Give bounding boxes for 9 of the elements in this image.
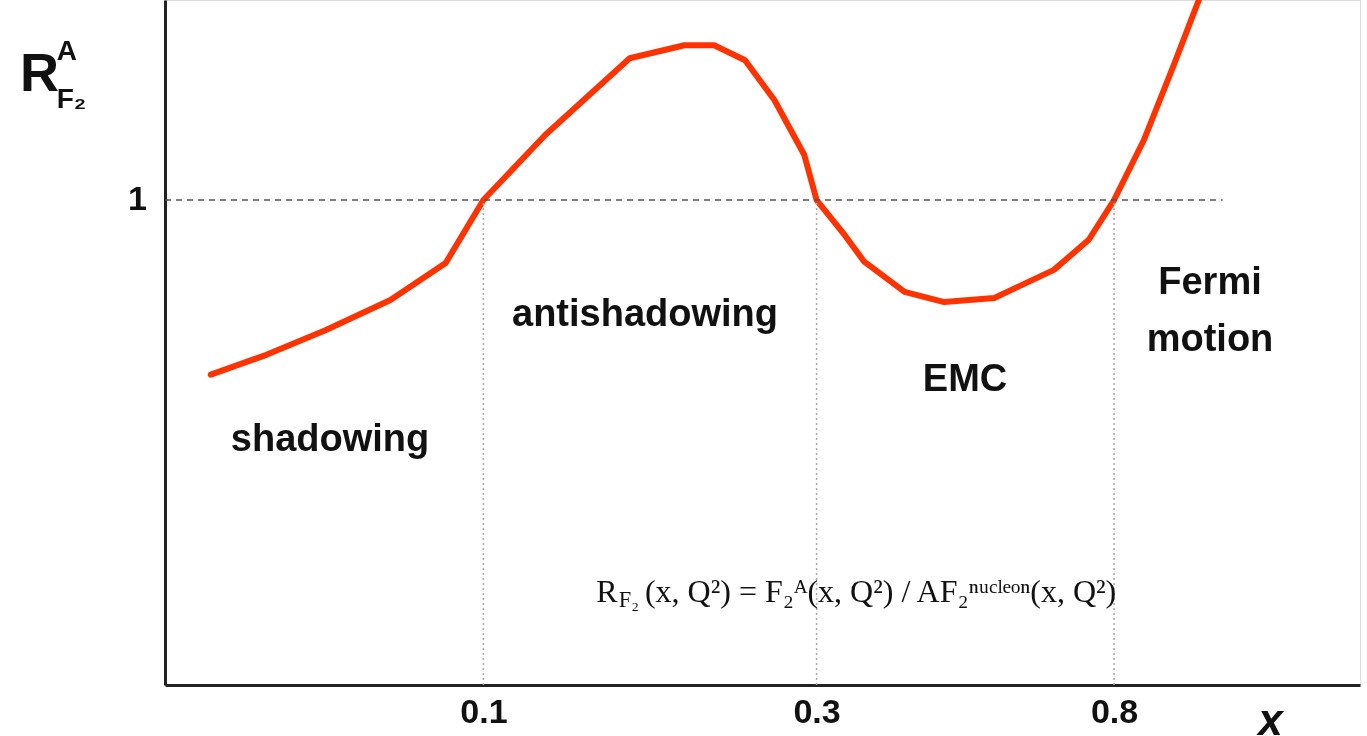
x-tick-label: 0.3 <box>793 691 841 730</box>
x-axis-title: x <box>1256 694 1285 736</box>
annotation: antishadowing <box>512 292 778 334</box>
ref-line-label: 1 <box>128 179 147 218</box>
annotation: Fermi motion <box>1146 260 1274 359</box>
x-tick-label: 0.1 <box>460 691 508 730</box>
annotation: shadowing <box>230 417 430 459</box>
x-tick-label: 0.8 <box>1090 691 1139 730</box>
annotation: EMC <box>922 357 1008 399</box>
